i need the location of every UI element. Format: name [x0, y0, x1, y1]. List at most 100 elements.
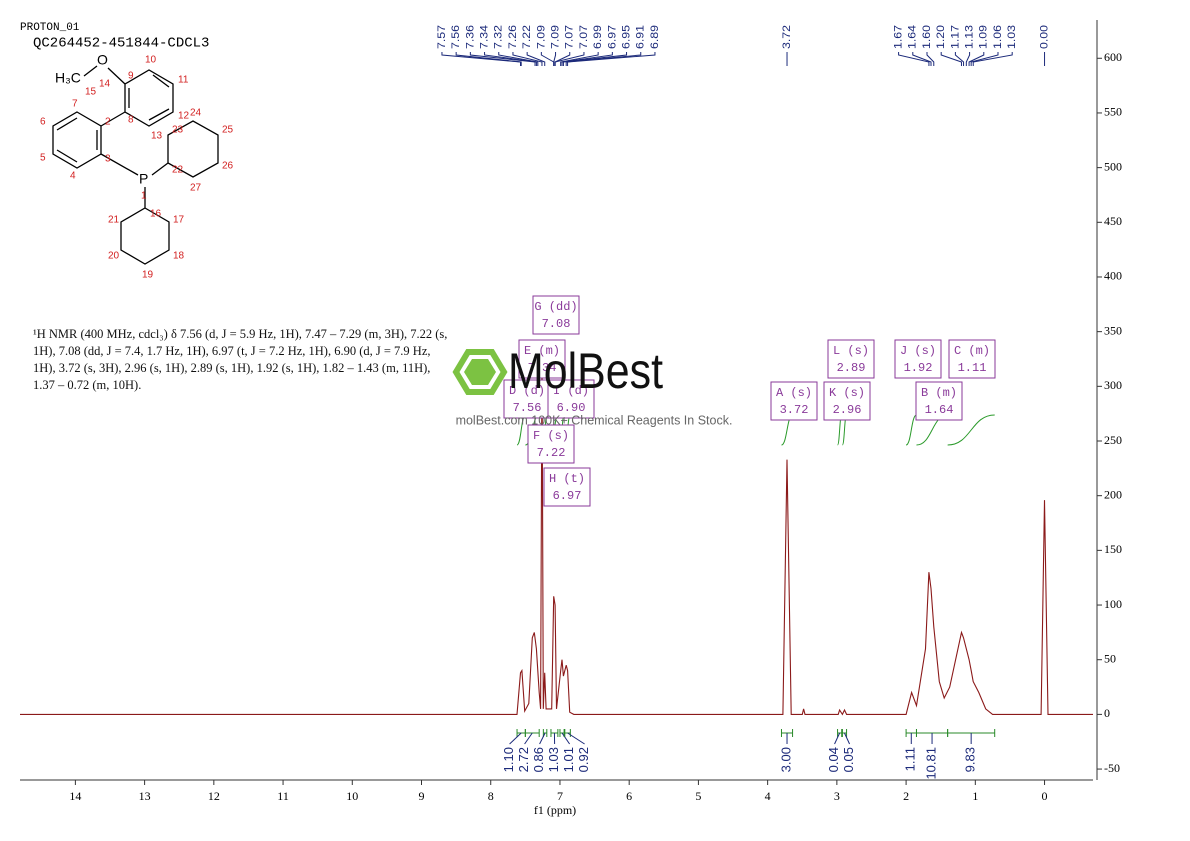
multiplet-name: E (m) [524, 344, 560, 358]
multiplet-shift: 1.92 [904, 361, 933, 375]
peak-leader [512, 52, 543, 66]
molecule [52, 65, 219, 265]
atom-number: 20 [108, 251, 120, 262]
peak-label: 1.03 [1006, 25, 1018, 49]
multiplet-shift: 2.96 [833, 403, 862, 417]
multiplet-shift: 2.89 [837, 361, 866, 375]
atom-label: P [139, 171, 148, 187]
atom-number: 19 [142, 270, 154, 281]
x-tick-label: 6 [626, 789, 632, 803]
multiplet-name: A (s) [776, 386, 812, 400]
integral-label: 9.83 [963, 747, 978, 772]
atom-number: 11 [178, 75, 189, 86]
atom-number: 7 [72, 99, 78, 110]
multiplet-shift: 7.22 [537, 446, 566, 460]
peak-leader [455, 52, 522, 66]
peak-label: 7.07 [578, 25, 590, 49]
x-tick-label: 12 [208, 789, 220, 803]
integral-leader [539, 732, 546, 745]
y-tick-label: 100 [1104, 597, 1122, 611]
double-bonds [56, 74, 170, 163]
y-tick-label: 150 [1104, 542, 1122, 556]
multiplet-shift: 1.64 [925, 403, 954, 417]
peak-leader [968, 52, 985, 66]
logo-icon [452, 349, 508, 395]
atom-number: 22 [172, 165, 184, 176]
peak-leader [565, 52, 642, 66]
multiplet-box [518, 339, 566, 379]
peak-leader [954, 52, 965, 66]
multiplet-shift: 7.56 [513, 401, 542, 415]
integral-curve [905, 414, 917, 446]
integral-label: 3.00 [778, 747, 793, 772]
integral-label: 0.04 [826, 747, 841, 772]
multiplet-name: C (m) [954, 344, 990, 358]
peak-leader [972, 52, 1013, 66]
atom-number: 4 [70, 171, 76, 182]
multiplet-box [770, 381, 818, 421]
peak-label: 6.95 [620, 25, 632, 49]
peak-label: 6.99 [592, 25, 604, 49]
peak-label: 6.91 [635, 25, 647, 49]
logo-icon [464, 359, 496, 385]
multiplet-name: L (s) [833, 344, 869, 358]
integral-leader [844, 732, 851, 745]
multiplet-name: B (m) [921, 386, 957, 400]
peak-leader [561, 52, 613, 66]
y-tick-label: 450 [1104, 214, 1122, 228]
x-axis-label: f1 (ppm) [534, 803, 576, 817]
atom-number: 21 [108, 215, 120, 226]
integral-leader [524, 732, 533, 745]
atom-number: 3 [105, 154, 111, 165]
peak-label: 7.36 [464, 25, 476, 49]
atom-number: 2 [105, 117, 111, 128]
multiplet-shift: 6.90 [557, 401, 586, 415]
x-tick-label: 10 [346, 789, 358, 803]
watermark: MolBest molBest.com 100K+ Chemical Reage… [452, 343, 732, 427]
integral-label: 0.05 [841, 747, 856, 772]
atom-number: 27 [190, 183, 202, 194]
peak-label: 7.07 [564, 25, 576, 49]
peak-label: 7.57 [436, 25, 448, 49]
peak-label: 7.32 [493, 25, 505, 49]
atom-label: H₃C [55, 70, 81, 86]
peak-label: 7.22 [521, 25, 533, 49]
atom-number: 14 [99, 79, 111, 90]
y-tick-label: 250 [1104, 433, 1122, 447]
y-tick-label: 300 [1104, 378, 1122, 392]
peak-label: 1.20 [935, 25, 947, 49]
multiplet-name: H (t) [549, 472, 585, 486]
atom-number: 17 [173, 215, 185, 226]
integral-label: 1.01 [561, 747, 576, 772]
x-tick-label: 1 [972, 789, 978, 803]
integral-label: 1.03 [546, 747, 561, 772]
peak-leader [965, 52, 971, 66]
integral-leader [834, 732, 841, 745]
y-tick-label: 400 [1104, 269, 1122, 283]
x-tick-label: 14 [69, 789, 81, 803]
atom-number: 16 [150, 209, 162, 220]
x-tick-label: 5 [695, 789, 701, 803]
multiplet-box [948, 339, 996, 379]
peak-leader [469, 52, 536, 66]
atom-number: 9 [128, 71, 134, 82]
atom-number: 26 [222, 161, 234, 172]
x-tick-label: 2 [903, 789, 909, 803]
y-tick-label: 50 [1104, 651, 1116, 665]
peak-leader [498, 52, 539, 66]
multiplet-box [547, 379, 595, 419]
peak-leader [553, 52, 557, 66]
multiplet-shift: 7.08 [542, 317, 571, 331]
x-tick-label: 7 [557, 789, 563, 803]
integral-leader [509, 732, 522, 745]
multiplet-box [527, 424, 575, 464]
atom-number: 10 [145, 55, 157, 66]
integral-label: 1.11 [903, 747, 918, 771]
multiplet-name: F (s) [533, 429, 569, 443]
multiplet-name: K (s) [829, 386, 865, 400]
plot: 14 13 12 11 10 9 8 7 6 5 4 3 2 1 0f1 (ppm)-50050100150… [20, 20, 1122, 817]
integral-label: 0.92 [576, 747, 591, 772]
peak-leader [926, 52, 935, 66]
